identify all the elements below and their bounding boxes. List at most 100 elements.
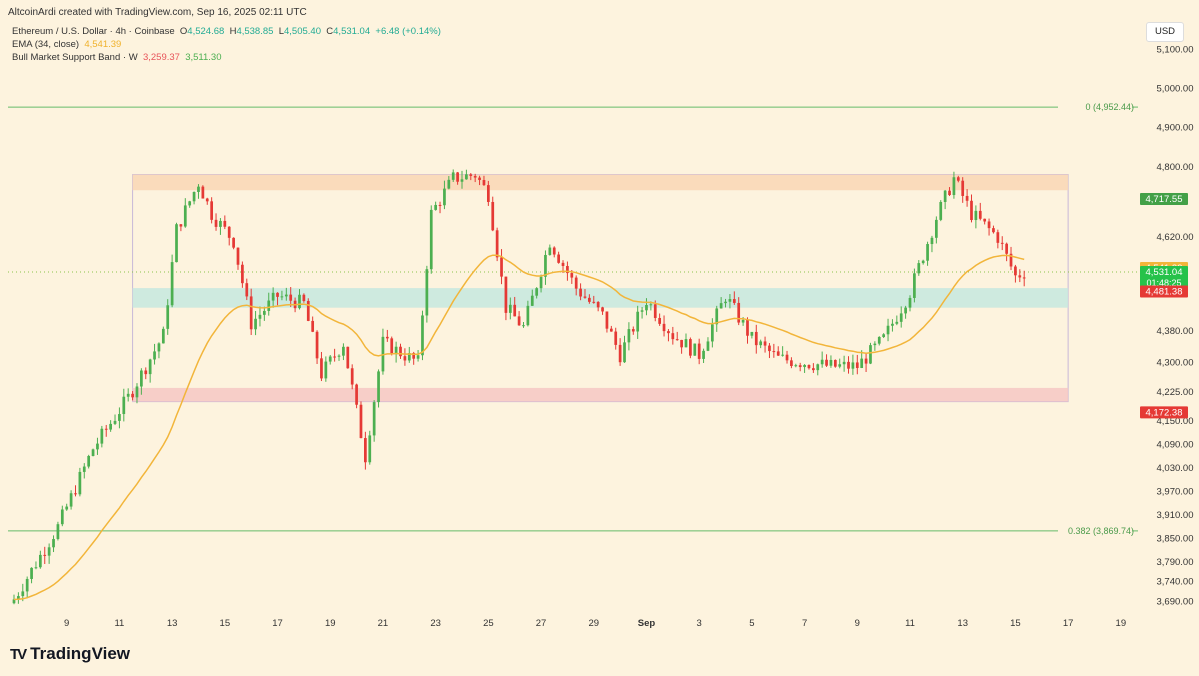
candle-up: [25, 578, 29, 592]
candle-up: [254, 318, 257, 330]
y-tick-label: 4,225.00: [1157, 387, 1194, 398]
candle-up: [267, 300, 271, 311]
candle-down: [965, 195, 969, 201]
candle-down: [74, 493, 77, 495]
candle-down: [561, 262, 565, 266]
candle-down: [983, 218, 987, 222]
candle-down: [1014, 266, 1017, 276]
candle-down: [833, 359, 837, 367]
candle-up: [706, 341, 710, 351]
resistance-zone: [132, 174, 1069, 191]
candle-up: [899, 313, 903, 322]
mid-zone: [132, 288, 1069, 308]
candle-down: [1022, 277, 1026, 279]
price-tag-timer: 01:48:25: [1146, 278, 1181, 288]
candle-up: [891, 323, 894, 326]
x-tick-label: 19: [325, 618, 336, 629]
candle-down: [346, 346, 350, 369]
candle-up: [434, 204, 438, 210]
x-tick-label: 11: [114, 618, 124, 629]
candle-down: [987, 221, 991, 229]
candle-down: [355, 384, 358, 405]
candle-down: [592, 301, 596, 303]
candle-down: [214, 219, 218, 227]
candle-up: [52, 538, 55, 548]
candle-up: [425, 269, 429, 316]
symbol-title: Ethereum / U.S. Dollar · 4h · Coinbase: [12, 26, 175, 37]
candle-down: [486, 185, 490, 202]
candle-up: [842, 361, 846, 365]
close-label: C: [326, 26, 334, 37]
price-tag-label: 4,717.55: [1146, 194, 1183, 205]
candle-down: [333, 356, 336, 358]
x-tick-label: 29: [588, 618, 599, 629]
candle-down: [350, 368, 354, 385]
candle-up: [943, 190, 947, 202]
y-tick-label: 3,910.00: [1157, 510, 1194, 521]
candle-down: [241, 264, 244, 284]
ema-legend: EMA (34, close) 4,541.39: [12, 39, 121, 50]
candle-down: [675, 339, 679, 341]
candle-up: [860, 358, 864, 369]
x-tick-label: 21: [378, 618, 389, 629]
x-tick-label: 15: [1010, 618, 1021, 629]
open-label: O: [179, 26, 188, 37]
candle-up: [56, 524, 60, 539]
y-tick-label: 3,790.00: [1157, 557, 1194, 568]
candle-down: [491, 201, 495, 231]
candle-up: [262, 310, 266, 315]
candle-up: [627, 329, 631, 343]
candle-up: [34, 567, 38, 569]
currency-button[interactable]: USD: [1146, 22, 1184, 42]
candle-up: [921, 260, 925, 264]
candle-up: [803, 364, 806, 368]
candle-up: [284, 294, 288, 297]
candle-up: [188, 201, 192, 206]
candle-down: [583, 296, 587, 298]
candle-up: [161, 328, 165, 344]
fib-label: 0 (4,952.44): [1085, 102, 1134, 112]
x-tick-label: 27: [536, 618, 547, 629]
candle-down: [210, 201, 214, 220]
candle-up: [100, 428, 104, 444]
candle-up: [78, 471, 82, 495]
candle-down: [302, 294, 306, 301]
candle-down: [478, 177, 481, 181]
y-tick-label: 4,090.00: [1157, 440, 1194, 451]
bmsb-legend: Bull Market Support Band · W 3,259.37 3,…: [12, 52, 222, 63]
candle-up: [30, 567, 33, 579]
candle-down: [697, 343, 701, 359]
candle-up: [904, 307, 907, 314]
candle-down: [579, 288, 582, 297]
candle-up: [175, 224, 178, 263]
candle-up: [544, 254, 547, 277]
candle-up: [407, 353, 411, 361]
candle-down: [978, 210, 982, 219]
candle-up: [640, 310, 644, 312]
candle-down: [956, 177, 960, 181]
tradingview-logo[interactable]: TV TradingView: [10, 644, 130, 664]
candle-down: [825, 359, 828, 366]
candle-down: [245, 283, 249, 297]
candle-up: [759, 341, 763, 346]
candle-down: [513, 304, 517, 317]
candle-up: [645, 305, 648, 311]
candle-up: [974, 210, 978, 221]
candle-up: [421, 315, 424, 356]
candle-up: [21, 591, 25, 597]
candle-up: [895, 321, 899, 324]
candle-down: [631, 329, 635, 332]
candle-down: [588, 297, 591, 302]
candle-down: [205, 198, 209, 202]
candle-up: [926, 244, 929, 261]
candle-down: [232, 237, 235, 248]
x-tick-label: 5: [749, 618, 754, 629]
candle-up: [917, 263, 921, 274]
candle-down: [798, 365, 802, 368]
candle-up: [148, 359, 152, 375]
candle-down: [618, 344, 622, 363]
candle-down: [473, 175, 477, 178]
candle-down: [609, 328, 613, 332]
